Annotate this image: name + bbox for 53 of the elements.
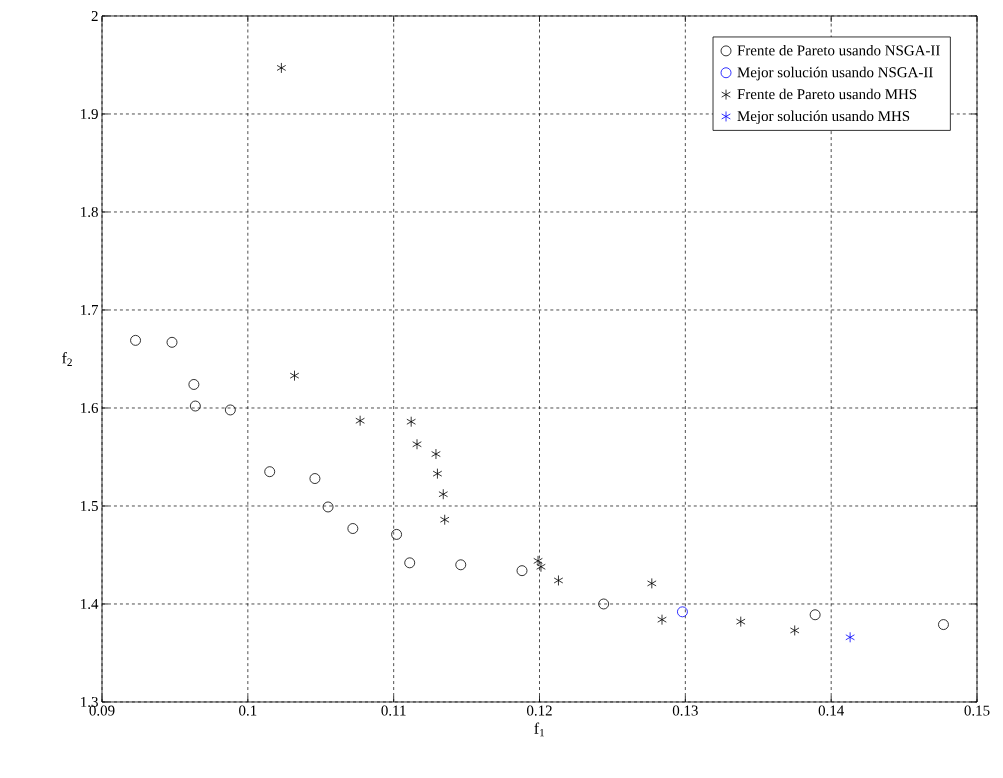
y-tick-label: 1.3 bbox=[81, 696, 98, 708]
x-tick-label: 0.15 bbox=[964, 705, 990, 716]
x-tick-label: 0.11 bbox=[381, 705, 406, 716]
y-tick-label: 1.5 bbox=[81, 500, 98, 512]
x-tick-label: 0.14 bbox=[818, 705, 845, 716]
point bbox=[432, 468, 443, 480]
point bbox=[647, 578, 657, 589]
point bbox=[188, 379, 200, 390]
point bbox=[598, 598, 610, 610]
point bbox=[412, 438, 422, 450]
legend-label: Mejor solución usando NSGA-II bbox=[737, 66, 933, 81]
point bbox=[657, 614, 667, 626]
x-axis-title: f$_{1}$ bbox=[534, 722, 545, 737]
point bbox=[264, 466, 276, 478]
legend-label: Frente de Pareto usando NSGA-II bbox=[737, 44, 940, 56]
point bbox=[130, 334, 141, 346]
x-tick-label: 0.1 bbox=[239, 705, 257, 716]
y-tick-label: 1.8 bbox=[81, 206, 98, 218]
point bbox=[404, 557, 416, 569]
point bbox=[516, 565, 528, 577]
point bbox=[736, 616, 746, 628]
legend-label: Mejor solución usando MHS bbox=[737, 110, 910, 125]
point bbox=[789, 625, 800, 636]
point bbox=[677, 606, 688, 618]
point bbox=[276, 62, 287, 74]
x-tick-label: 0.09 bbox=[89, 705, 115, 716]
point bbox=[438, 488, 448, 500]
point bbox=[289, 370, 300, 382]
y-tick-label: 1.6 bbox=[81, 402, 99, 414]
legend-label: Frente de Pareto usando MHS bbox=[737, 88, 917, 100]
point bbox=[809, 609, 821, 621]
point bbox=[845, 631, 855, 643]
point bbox=[166, 336, 178, 348]
point bbox=[938, 619, 949, 630]
x-tick-label: 0.13 bbox=[672, 705, 698, 716]
point bbox=[439, 514, 450, 526]
point bbox=[406, 416, 416, 428]
point bbox=[224, 404, 236, 416]
point bbox=[553, 575, 564, 586]
y-tick-label: 1.7 bbox=[81, 304, 99, 316]
point bbox=[347, 523, 359, 534]
point bbox=[322, 501, 334, 513]
point bbox=[455, 559, 467, 571]
point bbox=[189, 400, 201, 412]
y-axis-title: f$_{2}$ bbox=[62, 352, 72, 366]
y-tick-label: 2 bbox=[91, 11, 98, 21]
y-tick-label: 1.4 bbox=[81, 598, 99, 610]
point bbox=[309, 473, 321, 484]
point bbox=[431, 448, 441, 460]
point bbox=[355, 415, 365, 427]
point bbox=[391, 529, 402, 540]
y-tick-label: 1.9 bbox=[81, 108, 98, 120]
x-tick-label: 0.12 bbox=[526, 705, 552, 716]
